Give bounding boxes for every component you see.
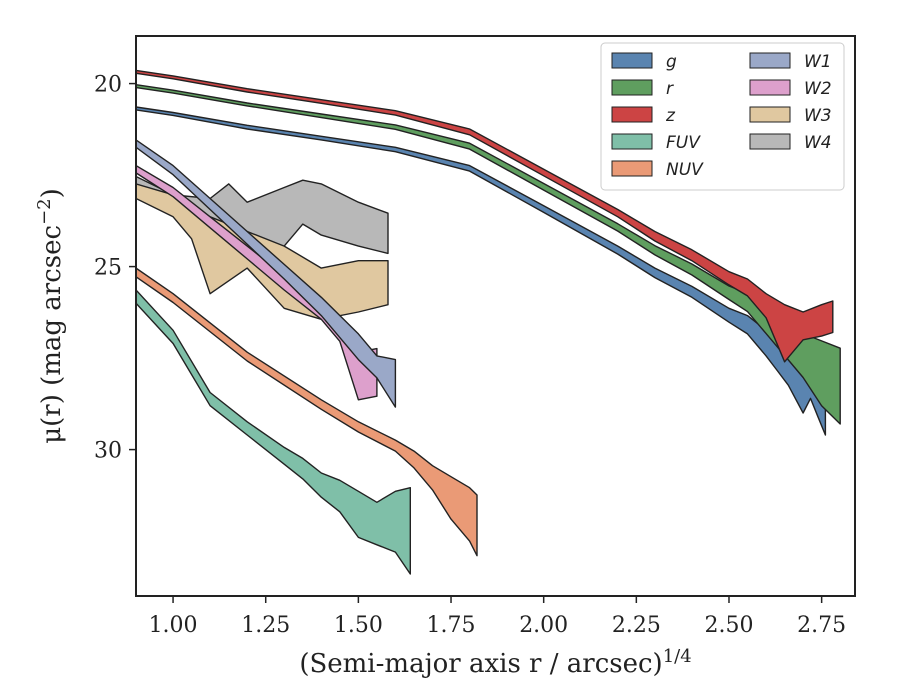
legend-label: W4 xyxy=(804,133,832,153)
legend-swatch xyxy=(749,52,791,69)
band-nuv xyxy=(136,267,478,557)
legend-item-w4: W4 xyxy=(749,133,832,153)
legend-item-w3: W3 xyxy=(749,106,832,126)
legend-item-z: z xyxy=(611,106,676,126)
legend-label: NUV xyxy=(666,160,704,180)
x-tick-label: 2.00 xyxy=(519,613,568,638)
legend-label: g xyxy=(666,52,677,72)
x-tick-label: 2.50 xyxy=(704,613,753,638)
band-w2 xyxy=(136,164,378,401)
x-tick-label: 1.00 xyxy=(149,613,198,638)
band-w1 xyxy=(136,139,397,408)
legend-label: z xyxy=(665,106,676,126)
x-tick-label: 2.75 xyxy=(797,613,846,638)
x-tick-label: 1.25 xyxy=(241,613,290,638)
legend-swatch xyxy=(611,160,653,177)
legend-swatch xyxy=(749,133,791,150)
band-r xyxy=(136,83,841,425)
legend-swatch xyxy=(611,106,653,123)
series-areas xyxy=(136,69,841,575)
legend-label: W3 xyxy=(804,106,832,126)
legend-swatch xyxy=(749,106,791,123)
x-axis-ticks: 1.00 1.25 1.50 1.75 2.00 2.25 2.50 2.75 xyxy=(149,596,846,638)
legend-item-g: g xyxy=(611,52,677,72)
y-axis-label: μ(r) (mag arcsec−2) xyxy=(34,188,67,444)
legend-item-fuv: FUV xyxy=(611,133,701,153)
band-g xyxy=(136,106,827,436)
legend: grz FUV NUV W1 W2 W3 W4 xyxy=(600,42,845,191)
legend-item-w2: W2 xyxy=(749,79,832,99)
legend-item-w1: W1 xyxy=(749,52,832,72)
x-tick-label: 2.25 xyxy=(612,613,661,638)
legend-label: W2 xyxy=(804,79,832,99)
band-z xyxy=(136,69,834,363)
y-tick-label: 30 xyxy=(94,439,122,464)
y-axis-ticks: 20 25 30 xyxy=(94,73,136,464)
x-tick-label: 1.75 xyxy=(427,613,476,638)
plot-frame xyxy=(135,35,856,597)
legend-swatch xyxy=(611,133,653,150)
legend-label: FUV xyxy=(666,133,701,153)
x-tick-label: 1.50 xyxy=(334,613,383,638)
y-tick-label: 20 xyxy=(94,73,122,98)
x-axis-label: (Semi-major axis r / arcsec)1/4 xyxy=(299,646,691,679)
legend-item-r: r xyxy=(611,79,674,99)
legend-swatch xyxy=(611,52,653,69)
band-fuv xyxy=(136,289,411,575)
legend-item-nuv: NUV xyxy=(611,160,704,180)
legend-label: W1 xyxy=(804,52,832,72)
legend-swatch xyxy=(611,79,653,96)
legend-swatch xyxy=(749,79,791,96)
y-tick-label: 25 xyxy=(94,256,122,281)
legend-label: r xyxy=(666,79,674,99)
